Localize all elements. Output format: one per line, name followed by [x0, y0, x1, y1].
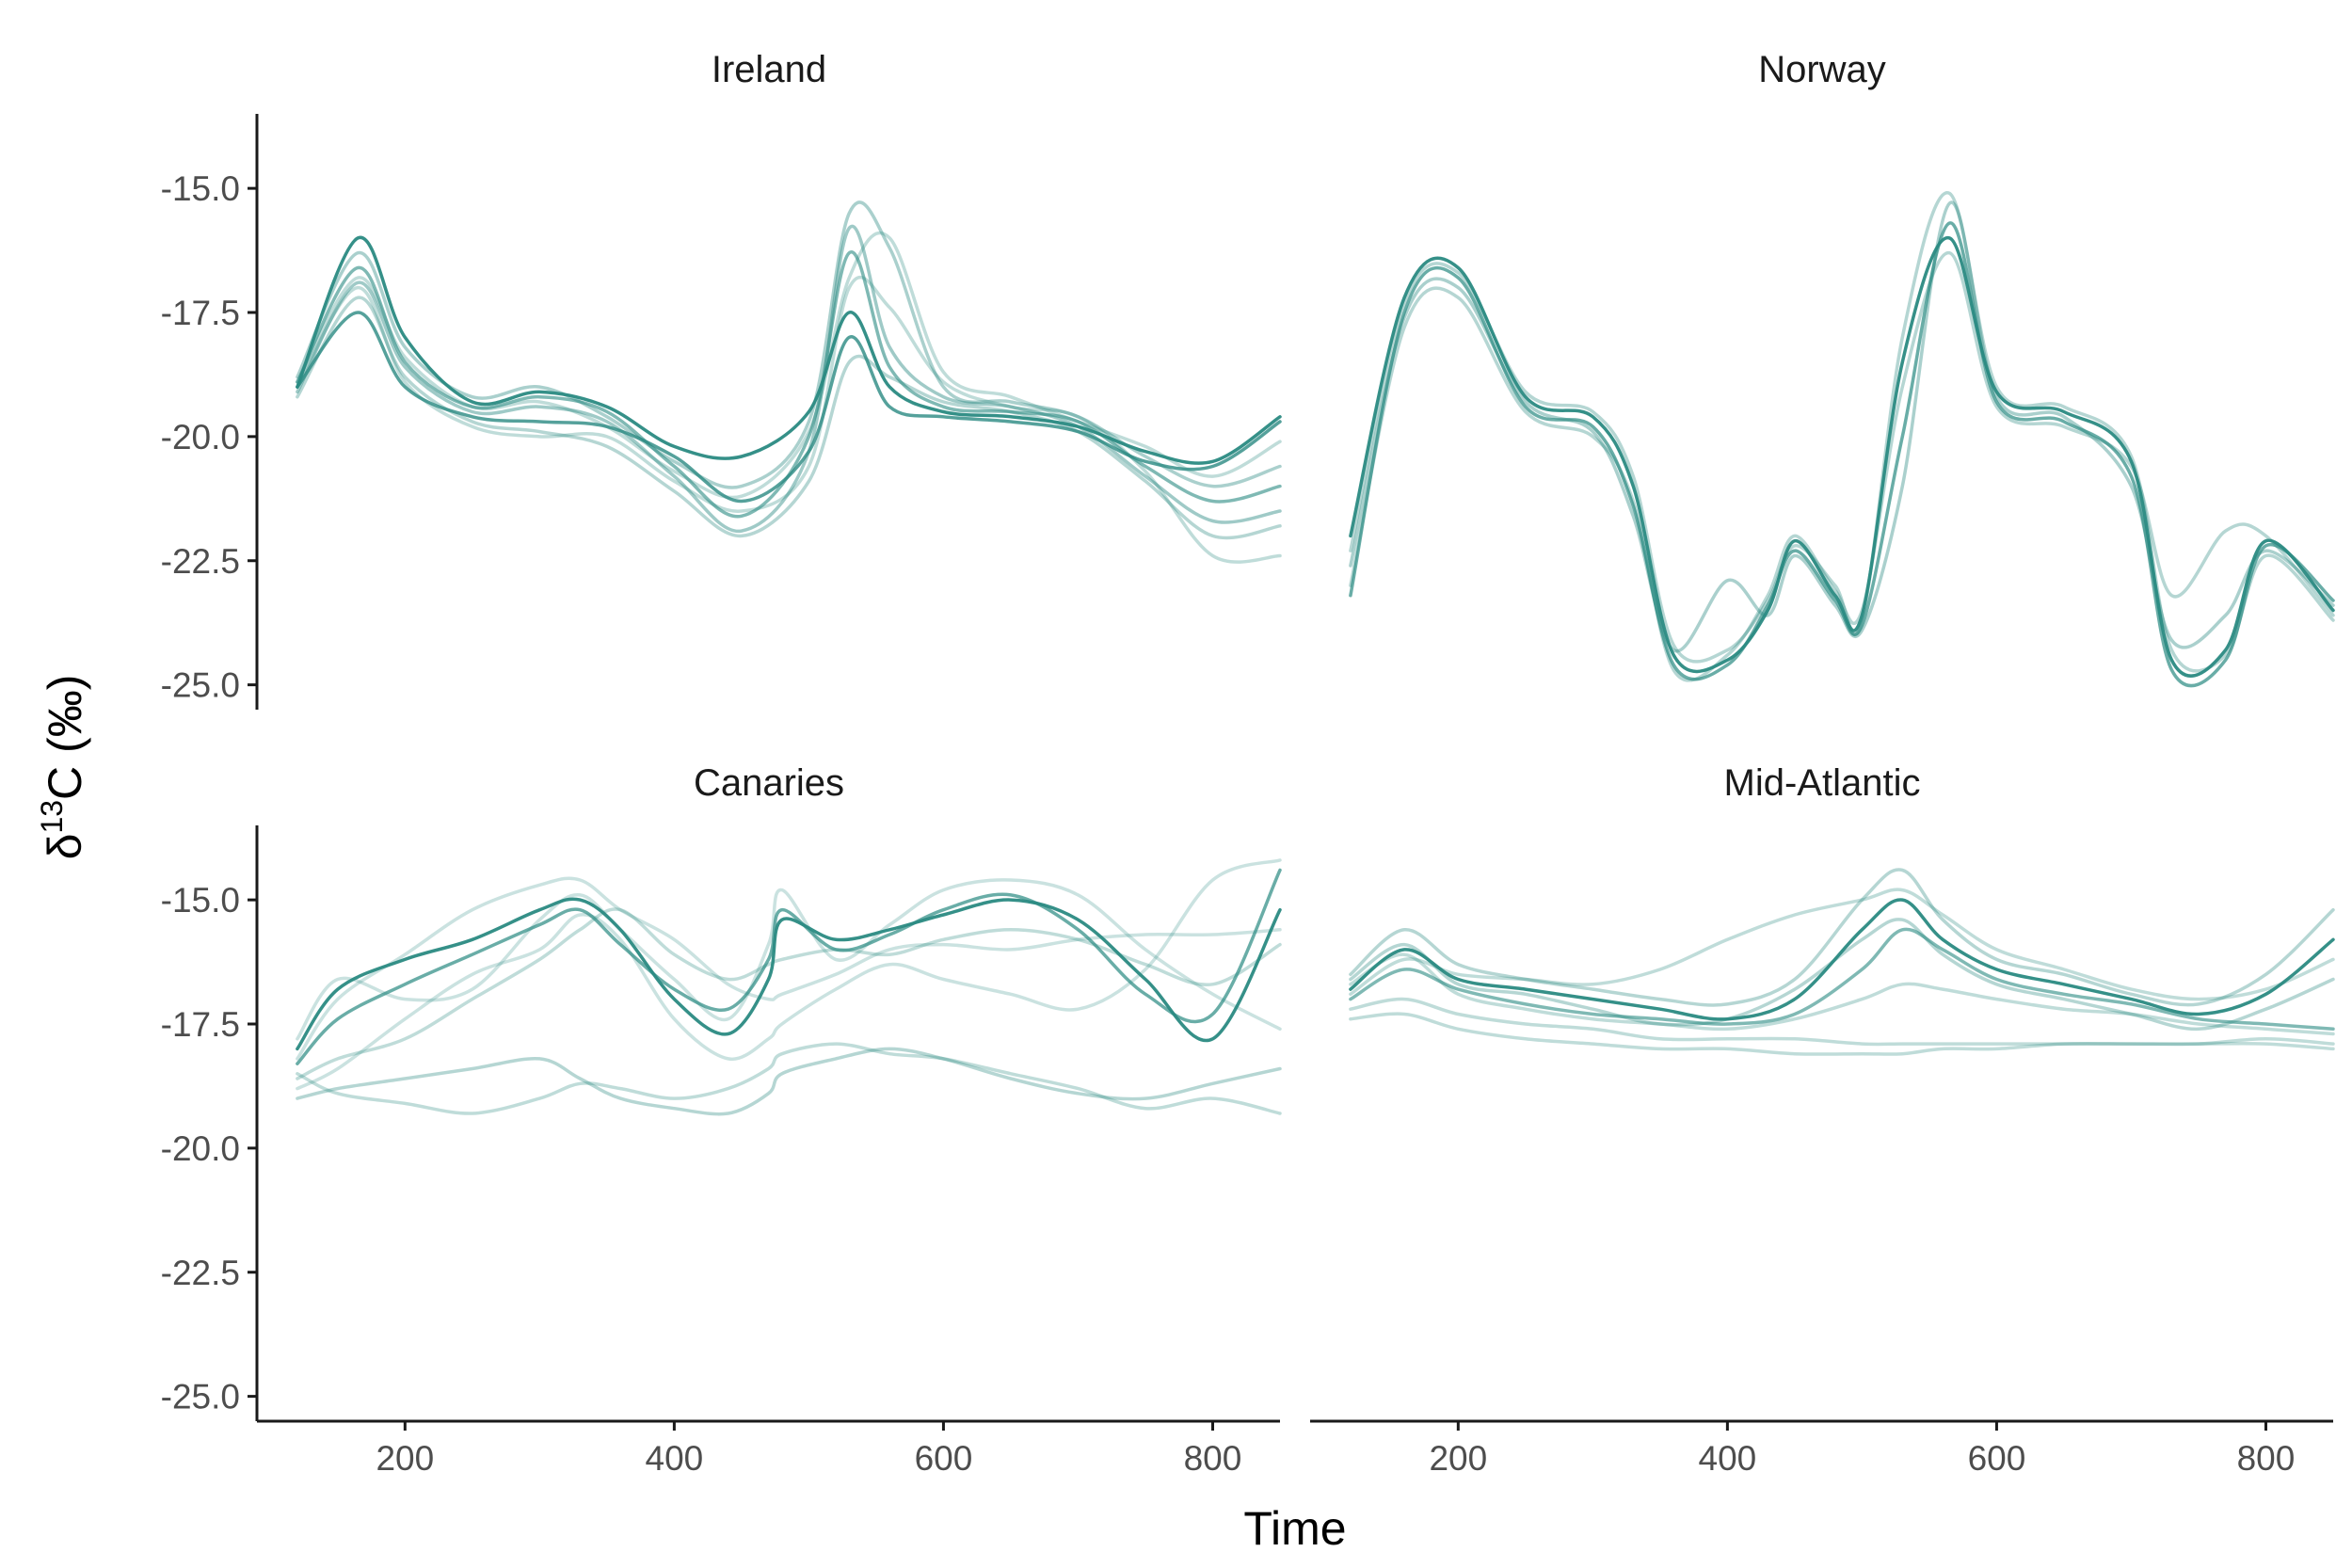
series-line-1-3 — [1349, 250, 2335, 682]
series-line-2-7 — [296, 876, 1282, 1061]
x-tick-label-1-3: 800 — [2237, 1439, 2296, 1478]
series-line-1-1 — [1349, 221, 2335, 688]
panel-title-mid-atlantic: Mid-Atlantic — [1724, 762, 1921, 804]
panel-ireland-lines — [296, 200, 1282, 564]
x-tick-label-1-1: 400 — [1699, 1439, 1757, 1478]
series-line-3-1 — [1349, 927, 2335, 1032]
y-axis-title: δ13C (‰) — [35, 675, 91, 860]
y-tick-label-0-0: -15.0 — [161, 169, 240, 208]
series-line-2-5 — [296, 878, 1282, 1041]
y-tick-label-1-2: -20.0 — [161, 1129, 240, 1168]
y-tick-label-0-1: -17.5 — [161, 294, 240, 332]
series-line-3-5 — [1349, 888, 2335, 1001]
y-tick-label-1-3: -22.5 — [161, 1254, 240, 1292]
y-axis-title-delta: δ — [39, 834, 91, 860]
series-line-2-6 — [296, 858, 1282, 1091]
x-tick-label-0-1: 400 — [646, 1439, 704, 1478]
series-line-2-2 — [296, 907, 1282, 1080]
series-line-0-2 — [296, 250, 1282, 519]
y-tick-label-1-1: -17.5 — [161, 1005, 240, 1044]
series-line-0-4 — [296, 200, 1282, 489]
panel-mid-atlantic-lines — [1349, 868, 2335, 1056]
series-line-0-3 — [296, 224, 1282, 533]
series-line-1-2 — [1349, 200, 2335, 653]
series-line-0-6 — [296, 275, 1282, 564]
x-tick-label-0-3: 800 — [1184, 1439, 1242, 1478]
x-axis-ticks: 200 400 600 800 200 400 600 800 — [376, 1421, 2295, 1478]
y-tick-label-0-3: -22.5 — [161, 542, 240, 581]
x-tick-label-1-2: 600 — [1968, 1439, 2026, 1478]
y-axis-ticks: -15.0 -17.5 -20.0 -22.5 -25.0 -15.0 -17.5 -20.0… — [161, 169, 257, 1416]
panel-title-canaries: Canaries — [694, 762, 844, 804]
panel-canaries-lines — [296, 858, 1282, 1116]
series-line-0-0 — [296, 235, 1282, 465]
x-tick-label-1-0: 200 — [1429, 1439, 1487, 1478]
series-line-0-1 — [296, 311, 1282, 504]
y-tick-label-0-2: -20.0 — [161, 418, 240, 456]
panel-title-norway: Norway — [1758, 49, 1886, 90]
panel-title-ireland: Ireland — [712, 49, 826, 90]
series-line-3-0 — [1349, 898, 2335, 1021]
y-tick-label-1-0: -15.0 — [161, 881, 240, 920]
series-line-3-6 — [1349, 918, 2335, 1032]
y-axis-title-superscript: 13 — [35, 800, 69, 834]
x-tick-label-0-2: 600 — [915, 1439, 973, 1478]
panel-norway-lines — [1349, 191, 2335, 688]
series-line-2-0 — [296, 897, 1282, 1051]
series-line-1-0 — [1349, 236, 2335, 678]
x-tick-label-0-0: 200 — [376, 1439, 434, 1478]
x-axis-title: Time — [1243, 1502, 1346, 1555]
y-tick-label-0-4: -25.0 — [161, 666, 240, 705]
y-tick-label-1-4: -25.0 — [161, 1378, 240, 1416]
series-line-2-4 — [296, 1042, 1282, 1115]
series-line-3-2 — [1349, 868, 2335, 1007]
series-line-3-7 — [1349, 952, 2335, 1036]
series-line-0-5 — [296, 296, 1282, 540]
series-line-3-3 — [1349, 997, 2335, 1051]
series-line-1-4 — [1349, 191, 2335, 673]
y-axis-title-rest: C (‰) — [39, 675, 91, 800]
series-line-3-4 — [1349, 1012, 2335, 1056]
series-line-2-3 — [296, 1047, 1282, 1116]
